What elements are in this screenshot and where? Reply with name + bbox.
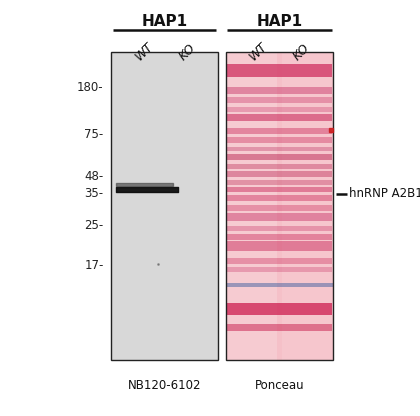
- Bar: [227, 195, 332, 201]
- Bar: [226, 52, 333, 360]
- Bar: [227, 234, 332, 240]
- Bar: [227, 146, 332, 151]
- Text: HAP1: HAP1: [256, 14, 302, 29]
- Bar: [227, 186, 332, 192]
- Text: WT: WT: [247, 40, 270, 63]
- Text: hnRNP A2B1: hnRNP A2B1: [349, 187, 420, 200]
- Text: 17-: 17-: [84, 260, 104, 272]
- Bar: [227, 258, 332, 264]
- Bar: [227, 181, 332, 185]
- Text: 180-: 180-: [77, 81, 104, 94]
- Text: 48-: 48-: [84, 170, 104, 183]
- Bar: [282, 52, 333, 360]
- Bar: [227, 154, 332, 160]
- Bar: [227, 213, 332, 221]
- Bar: [227, 303, 332, 315]
- Text: 25-: 25-: [84, 219, 104, 233]
- Bar: [227, 64, 332, 77]
- Bar: [227, 205, 332, 210]
- Text: KO: KO: [176, 42, 198, 63]
- Bar: [227, 97, 332, 103]
- Text: WT: WT: [132, 40, 156, 63]
- Bar: [227, 137, 332, 143]
- Bar: [227, 164, 332, 169]
- Bar: [227, 324, 332, 331]
- Bar: [226, 52, 277, 360]
- Bar: [227, 267, 332, 272]
- Bar: [227, 87, 332, 94]
- Bar: [227, 128, 332, 134]
- Text: NB120-6102: NB120-6102: [128, 379, 202, 391]
- Text: 75-: 75-: [84, 128, 104, 141]
- Text: KO: KO: [291, 42, 313, 63]
- Text: HAP1: HAP1: [142, 14, 188, 29]
- Bar: [227, 225, 332, 231]
- Text: 35-: 35-: [84, 187, 104, 200]
- Bar: [227, 114, 332, 121]
- Bar: [226, 283, 333, 287]
- Bar: [227, 241, 332, 250]
- Bar: [226, 52, 333, 360]
- Bar: [227, 107, 332, 112]
- Text: Ponceau: Ponceau: [255, 379, 304, 391]
- Bar: [227, 171, 332, 177]
- Bar: [111, 52, 218, 360]
